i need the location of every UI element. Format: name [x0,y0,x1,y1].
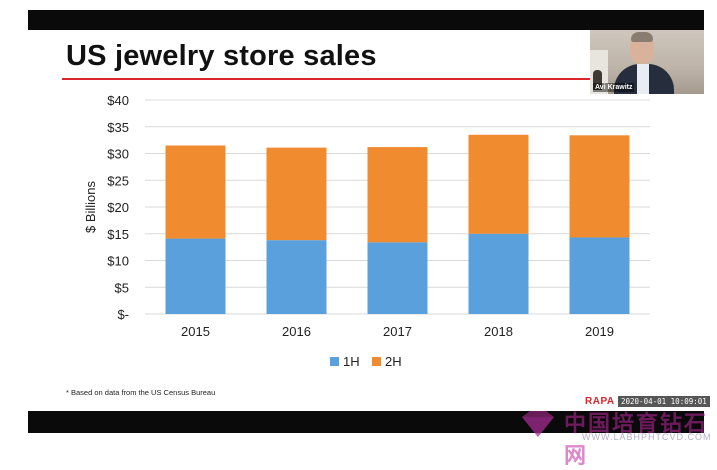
x-tick-label: 2017 [383,324,412,339]
bar-1h-2016 [266,240,327,314]
x-axis-tick-labels: 2015 2016 2017 2018 2019 [181,324,614,339]
bar-1h-2018 [468,233,529,314]
bar-2h-2016 [266,147,327,241]
legend-label-1h: 1H [343,354,360,369]
x-tick-label: 2018 [484,324,513,339]
y-tick-label: $15 [107,227,129,242]
letterbox-top [28,10,704,30]
webcam-thumbnail[interactable]: Avi Krawitz [590,30,704,94]
bar-1h-2017 [367,242,428,314]
y-axis-tick-labels: $- $5 $10 $15 $20 $25 $30 $35 $40 [107,93,129,322]
legend: 1H 2H [330,354,402,369]
legend-swatch-2h [372,357,381,366]
y-tick-label: $35 [107,120,129,135]
webcam-person-hair [631,32,653,42]
webcam-person-shirt [637,64,649,94]
y-tick-label: $20 [107,200,129,215]
bars [165,134,630,314]
bar-2h-2018 [468,134,529,234]
webcam-background-plant [593,70,602,90]
y-tick-label: $- [117,307,129,322]
bar-1h-2019 [569,237,630,314]
y-tick-label: $30 [107,147,129,162]
bar-2h-2015 [165,145,226,239]
brand-logo-text: RAPA [585,396,615,407]
letterbox-bottom [28,411,704,433]
legend-label-2h: 2H [385,354,402,369]
y-tick-label: $10 [107,254,129,269]
y-tick-label: $25 [107,173,129,188]
x-tick-label: 2015 [181,324,210,339]
bar-2h-2019 [569,135,630,238]
slide-title: US jewelry store sales [66,40,377,72]
y-tick-label: $40 [107,93,129,108]
bar-2h-2017 [367,147,428,243]
recording-timestamp: 2020-04-01 10:09:01 [618,396,710,407]
bar-1h-2015 [165,238,226,314]
stacked-bar-chart: $- $5 $10 $15 $20 $25 $30 $35 $40 $ Billions 201… [83,93,650,369]
legend-swatch-1h [330,357,339,366]
y-axis-label: $ Billions [83,180,98,233]
webcam-participant-name: Avi Krawitz [593,83,635,92]
x-tick-label: 2019 [585,324,614,339]
x-tick-label: 2016 [282,324,311,339]
footnote: * Based on data from the US Census Burea… [66,388,216,397]
title-underline [62,78,592,80]
y-tick-label: $5 [115,280,129,295]
